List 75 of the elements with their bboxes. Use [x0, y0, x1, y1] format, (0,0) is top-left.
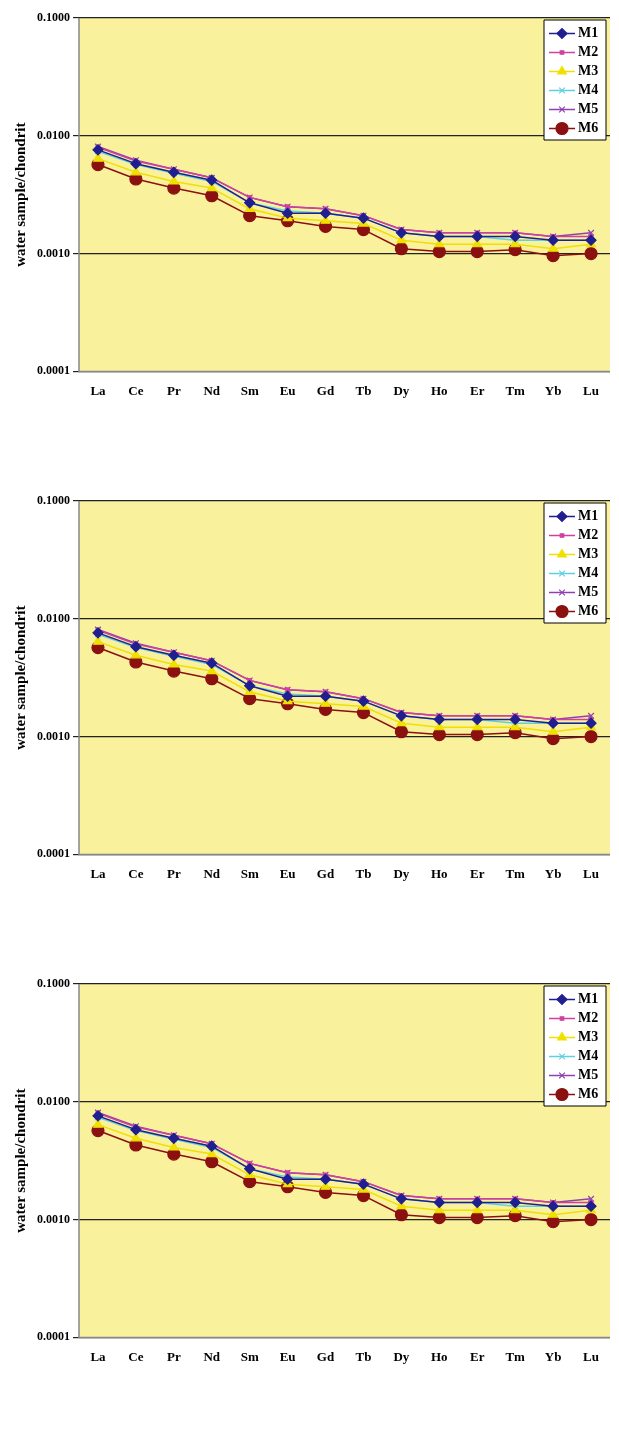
legend-label: M2	[578, 44, 599, 60]
legend-label: M3	[578, 1029, 599, 1045]
x-tick-label: Eu	[279, 1348, 296, 1364]
y-tick-label: 0.0100	[37, 127, 70, 142]
x-tick-label: Ce	[128, 865, 144, 881]
legend-label: M6	[578, 603, 599, 619]
x-tick-label: La	[90, 382, 107, 398]
y-tick-label: 0.1000	[37, 976, 70, 991]
legend-label: M2	[578, 1010, 599, 1026]
x-tick-label: Sm	[240, 1348, 259, 1364]
x-tick-label: Yb	[544, 865, 562, 881]
y-tick-label: 0.0010	[37, 245, 70, 260]
legend-label: M1	[578, 25, 599, 41]
x-tick-label: Lu	[583, 382, 599, 398]
x-tick-label: Eu	[279, 382, 296, 398]
x-tick-label: Tb	[355, 865, 372, 881]
x-tick-label: Tm	[505, 865, 526, 881]
legend-label: M6	[578, 1086, 599, 1102]
x-tick-label: Er	[470, 382, 485, 398]
x-tick-label: Sm	[240, 865, 259, 881]
x-tick-label: Tm	[505, 382, 526, 398]
legend-label: M2	[578, 527, 599, 543]
x-tick-label: Ho	[431, 865, 448, 881]
x-tick-label: Ce	[128, 1348, 144, 1364]
x-tick-label: Tm	[505, 1348, 526, 1364]
x-tick-label: Gd	[316, 1348, 335, 1364]
x-tick-label: Nd	[203, 1348, 221, 1364]
y-axis-title: water sample/chondrit	[11, 122, 28, 267]
x-tick-label: Yb	[544, 1348, 562, 1364]
y-tick-label: 0.0100	[37, 610, 70, 625]
x-tick-label: Ho	[431, 382, 448, 398]
y-tick-label: 0.0001	[37, 363, 70, 378]
x-tick-label: Er	[470, 865, 485, 881]
y-tick-label: 0.0010	[37, 1211, 70, 1226]
x-tick-label: Er	[470, 1348, 485, 1364]
y-tick-label: 0.0001	[37, 846, 70, 861]
legend-label: M4	[578, 82, 599, 98]
legend-label: M6	[578, 120, 599, 136]
x-tick-label: La	[90, 1348, 107, 1364]
x-tick-label: Pr	[166, 382, 181, 398]
legend-label: M4	[578, 1048, 599, 1064]
x-tick-label: Nd	[203, 382, 221, 398]
x-tick-label: Eu	[279, 865, 296, 881]
x-tick-label: Pr	[166, 865, 181, 881]
x-tick-label: Ho	[431, 1348, 448, 1364]
x-tick-label: Dy	[393, 865, 410, 881]
x-tick-label: Dy	[393, 1348, 410, 1364]
y-tick-label: 0.0010	[37, 728, 70, 743]
x-tick-label: Dy	[393, 382, 410, 398]
x-tick-label: Tb	[355, 1348, 372, 1364]
x-tick-label: Gd	[316, 865, 335, 881]
legend-label: M5	[578, 101, 599, 117]
x-tick-label: Lu	[583, 1348, 599, 1364]
legend-label: M1	[578, 991, 599, 1007]
x-tick-label: Ce	[128, 382, 144, 398]
y-axis-title: water sample/chondrit	[11, 1088, 28, 1233]
legend-label: M5	[578, 584, 599, 600]
x-tick-label: Gd	[316, 382, 335, 398]
x-tick-label: Pr	[166, 1348, 181, 1364]
legend-label: M4	[578, 565, 599, 581]
legend-label: M1	[578, 508, 599, 524]
x-tick-label: Yb	[544, 382, 562, 398]
legend-label: M3	[578, 546, 599, 562]
x-tick-label: Sm	[240, 382, 259, 398]
y-tick-label: 0.1000	[37, 10, 70, 25]
y-axis-title: water sample/chondrit	[11, 605, 28, 750]
y-tick-label: 0.1000	[37, 493, 70, 508]
legend-label: M5	[578, 1067, 599, 1083]
x-tick-label: Tb	[355, 382, 372, 398]
x-tick-label: Lu	[583, 865, 599, 881]
x-tick-label: Nd	[203, 865, 221, 881]
legend-label: M3	[578, 63, 599, 79]
x-tick-label: La	[90, 865, 107, 881]
y-tick-label: 0.0001	[37, 1329, 70, 1344]
y-tick-label: 0.0100	[37, 1093, 70, 1108]
